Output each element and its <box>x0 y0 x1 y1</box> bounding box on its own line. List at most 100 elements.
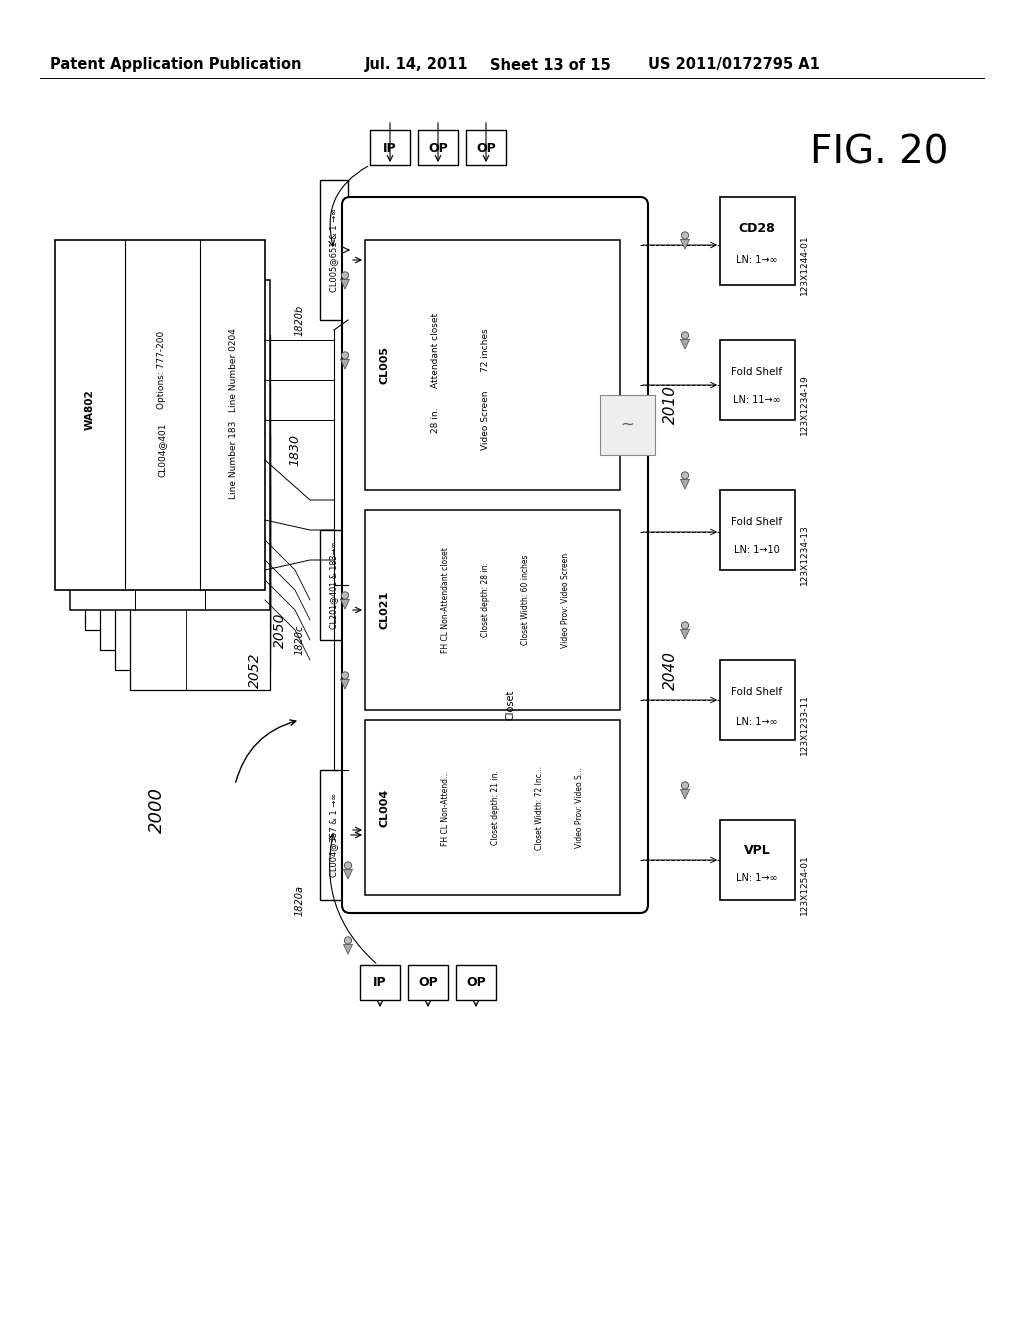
Text: CL004@3...: CL004@3... <box>166 480 174 529</box>
Text: Fold Shelf: Fold Shelf <box>731 367 782 378</box>
Text: CL005: CL005 <box>380 346 390 384</box>
Text: Line Number 183: Line Number 183 <box>228 421 238 499</box>
Text: 2010: 2010 <box>663 385 678 425</box>
Text: Line Number 0204: Line Number 0204 <box>228 329 238 412</box>
Text: Optio: Optio <box>154 557 163 577</box>
Text: FIG. 20: FIG. 20 <box>810 133 948 172</box>
Text: LN: 1→∞: LN: 1→∞ <box>736 873 778 883</box>
Bar <box>720 341 795 420</box>
Text: Video Prov: Video S...: Video Prov: Video S... <box>575 767 585 849</box>
Text: 2050: 2050 <box>273 612 287 648</box>
Text: US 2011/0172795 A1: US 2011/0172795 A1 <box>648 58 820 73</box>
Circle shape <box>681 331 688 339</box>
Bar <box>85 335 270 630</box>
Bar <box>365 719 620 895</box>
Bar <box>600 395 655 455</box>
Circle shape <box>341 672 348 678</box>
Polygon shape <box>340 280 349 289</box>
Bar <box>360 965 400 1001</box>
Text: CL005@651 & 1 →∞: CL005@651 & 1 →∞ <box>330 209 339 292</box>
Text: Options: 777-200: Options: 777-200 <box>166 384 174 457</box>
Polygon shape <box>681 239 689 249</box>
Bar <box>408 965 449 1001</box>
Text: LN: 1→10: LN: 1→10 <box>734 545 780 554</box>
Circle shape <box>344 862 351 869</box>
Text: 2000: 2000 <box>148 787 166 833</box>
Circle shape <box>344 937 351 944</box>
Text: IP: IP <box>383 141 397 154</box>
Text: Line: Line <box>210 445 219 461</box>
Polygon shape <box>681 479 689 490</box>
Bar <box>370 129 410 165</box>
Text: OP: OP <box>428 141 447 154</box>
Text: Closet depth: 21 in.: Closet depth: 21 in. <box>490 771 500 845</box>
Bar <box>466 129 506 165</box>
Text: Closet Width: 72 Inc...: Closet Width: 72 Inc... <box>536 766 545 850</box>
Bar <box>100 385 270 649</box>
Bar <box>319 180 348 319</box>
Text: Video Screen: Video Screen <box>480 391 489 450</box>
FancyBboxPatch shape <box>342 197 648 913</box>
Polygon shape <box>340 359 349 370</box>
Text: CL004@401: CL004@401 <box>158 422 167 478</box>
Text: 123X1244-01: 123X1244-01 <box>800 235 809 296</box>
Bar <box>319 531 348 640</box>
Text: Optio: Optio <box>129 480 138 502</box>
Polygon shape <box>681 630 689 639</box>
Text: VPL: VPL <box>743 843 770 857</box>
Text: OP: OP <box>418 977 438 990</box>
Text: LN: 1→∞: LN: 1→∞ <box>736 255 778 265</box>
Text: CL005@65...: CL005@65... <box>166 513 174 566</box>
Text: Jul. 14, 2011: Jul. 14, 2011 <box>365 58 469 73</box>
Text: 1830: 1830 <box>289 434 301 466</box>
Text: Fold Shelf: Fold Shelf <box>731 686 782 697</box>
Circle shape <box>681 622 688 630</box>
Text: Optio: Optio <box>141 519 151 540</box>
Text: ~: ~ <box>620 416 634 434</box>
Text: 1820a: 1820a <box>295 884 305 916</box>
Text: 2040: 2040 <box>663 651 678 689</box>
Text: LN: 11→∞: LN: 11→∞ <box>733 395 781 405</box>
Bar <box>456 965 496 1001</box>
Text: OP: OP <box>466 977 485 990</box>
Text: Line Number 072: Line Number 072 <box>233 429 243 502</box>
Bar <box>720 197 795 285</box>
Text: CL004@357 & 1 →∞: CL004@357 & 1 →∞ <box>330 793 339 876</box>
Text: Sheet 13 of 15: Sheet 13 of 15 <box>490 58 610 73</box>
Polygon shape <box>340 599 349 609</box>
Text: Line: Line <box>219 521 228 537</box>
Text: Line: Line <box>223 558 232 576</box>
Text: CL021: CL021 <box>380 591 390 630</box>
Text: CD28: CD28 <box>738 222 775 235</box>
Bar <box>115 436 270 671</box>
Bar <box>720 490 795 570</box>
Bar <box>55 240 265 590</box>
Text: Closet Width: 60 inches: Closet Width: 60 inches <box>520 554 529 645</box>
Polygon shape <box>681 339 689 348</box>
Text: 1820b: 1820b <box>295 305 305 335</box>
Bar <box>720 660 795 741</box>
Text: OP: OP <box>476 141 496 154</box>
Text: Optio: Optio <box>118 442 127 463</box>
Polygon shape <box>343 870 352 879</box>
Bar <box>319 770 348 900</box>
Bar <box>70 280 270 610</box>
Circle shape <box>341 272 348 279</box>
Polygon shape <box>343 944 352 954</box>
Bar <box>418 129 458 165</box>
Text: Video Prov: Video Screen: Video Prov: Video Screen <box>560 553 569 648</box>
Polygon shape <box>681 789 689 799</box>
Text: WA436: WA436 <box>97 426 106 465</box>
Circle shape <box>341 591 348 599</box>
Text: CL004: CL004 <box>380 789 390 828</box>
Text: 123X1234-19: 123X1234-19 <box>800 375 809 436</box>
Text: Attendant closet: Attendant closet <box>430 313 439 388</box>
Text: WA802: WA802 <box>85 389 95 430</box>
Text: 28 in.: 28 in. <box>430 408 439 433</box>
Text: Options: 777-200: Options: 777-200 <box>158 331 167 409</box>
Circle shape <box>681 781 688 789</box>
Circle shape <box>341 352 348 359</box>
Text: LN: 1→∞: LN: 1→∞ <box>736 717 778 727</box>
Text: Closet depth: 28 in.: Closet depth: 28 in. <box>480 562 489 638</box>
Polygon shape <box>340 680 349 689</box>
